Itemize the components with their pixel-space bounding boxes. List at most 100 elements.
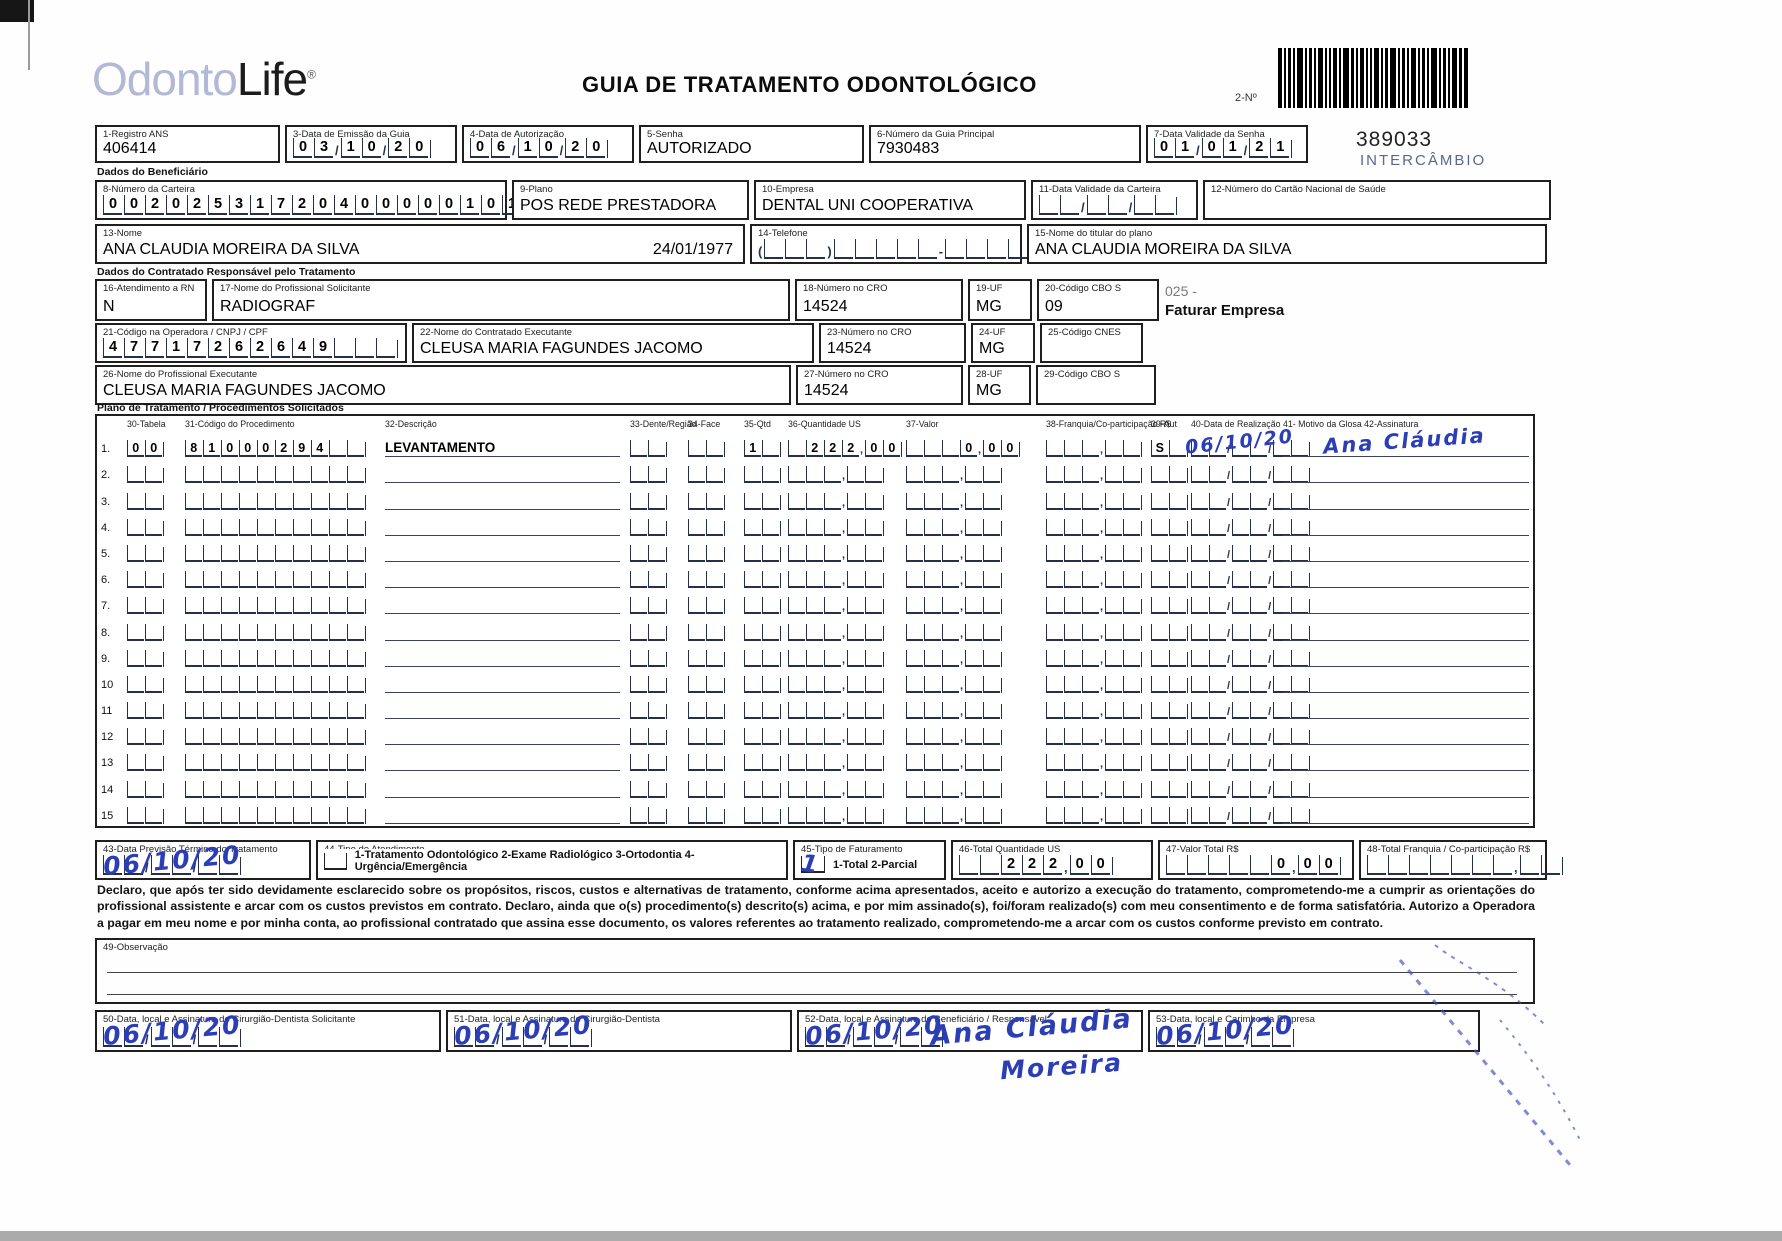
cell-face (688, 806, 744, 824)
cell-qtd (744, 702, 788, 720)
cell-valor: , (906, 806, 1046, 824)
cell-dente-regiao (630, 518, 688, 536)
field-label: 26-Nome do Profissional Executante (103, 369, 258, 380)
field-value: POS REDE PRESTADORA (520, 197, 717, 214)
field-value: 406414 (103, 140, 157, 157)
field-label: 23-Número no CRO (827, 327, 912, 338)
field-value: 09 (1045, 298, 1063, 315)
field-cro-executante: 23-Número no CRO 14524 (819, 323, 966, 363)
table-row: 7. , , , / / (101, 588, 1529, 615)
field-value: ANA CLAUDIA MOREIRA DA SILVA (1035, 241, 1292, 258)
write-line (107, 994, 1517, 995)
cell-codigo-procedimento (185, 806, 385, 824)
cell-codigo-procedimento (185, 754, 385, 772)
cell-franquia: , (1046, 702, 1151, 720)
field-validade-carteira: 11-Data Validade da Carteira / / (1031, 180, 1198, 220)
field-label: 47-Valor Total R$ (1166, 844, 1239, 855)
row-number: 12 (101, 731, 114, 744)
cell-tabela (127, 780, 185, 798)
cell-aut (1151, 806, 1191, 824)
field-assinatura-dentista-solicitante: 50-Data, local e Assinatura do Cirurgião… (95, 1010, 441, 1052)
field-label: 24-UF (979, 327, 1006, 338)
col-header: 38-Franquia/Co-participação R$ (1046, 419, 1172, 429)
cell-aut (1151, 728, 1191, 746)
cell-valor: , (906, 649, 1046, 667)
field-cbo-executante: 29-Código CBO S (1036, 365, 1156, 405)
field-label: 9-Plano (520, 184, 553, 195)
field-label: 52-Data, local e Assinatura do Beneficiá… (805, 1014, 1047, 1025)
cell-data-realizacao: / / (1191, 701, 1311, 720)
birth-date: 24/01/1977 (652, 241, 733, 258)
field-telefone: 14-Telefone ( ) - (750, 224, 1052, 264)
field-atendimento-rn: 16-Atendimento a RN N (95, 279, 207, 321)
cell-qtd (744, 754, 788, 772)
cell-franquia: , (1046, 675, 1151, 693)
cell-aut (1151, 780, 1191, 798)
cell-codigo-procedimento (185, 492, 385, 510)
field-value: DENTAL UNI COOPERATIVA (762, 197, 973, 214)
odontolife-logo: OdontoLife® (92, 52, 316, 106)
field-label: 15-Nome do titular do plano (1035, 228, 1153, 239)
cell-data-realizacao: / / (1191, 806, 1311, 824)
cell-valor: , (906, 728, 1046, 746)
row-number: 15 (101, 809, 114, 822)
cell-data-realizacao: / / (1191, 518, 1311, 536)
field-cbo-solicitante: 20-Código CBO S 09 (1037, 279, 1159, 321)
field-label: 11-Data Validade da Carteira (1039, 184, 1161, 195)
field-value: CLEUSA MARIA FAGUNDES JACOMO (420, 340, 703, 357)
field-label: 6-Número da Guia Principal (877, 129, 995, 140)
cell-face (688, 544, 744, 562)
cell-data-realizacao: / / 06/10/20 (1184, 426, 1311, 459)
field-carimbo-empresa: 53-Data, local e Carimbo da Empresa / / … (1148, 1010, 1480, 1052)
cell-dente-regiao (630, 544, 688, 562)
cell-aut (1151, 754, 1191, 772)
cell-face (688, 649, 744, 667)
field-tipo-faturamento: 45-Tipo de Faturamento 1-Total 2-Parcial… (793, 840, 946, 880)
cell-valor: , (906, 492, 1046, 510)
field-plano: 9-Plano POS REDE PRESTADORA (512, 180, 749, 220)
field-tipo-atendimento: 44-Tipo de Atendimento 1-Tratamento Odon… (316, 840, 788, 880)
col-header: 35-Qtd (744, 419, 771, 429)
cell-codigo-procedimento (185, 571, 385, 589)
options-text: 1-Tratamento Odontológico 2-Exame Radiol… (354, 849, 695, 873)
row-number: 4. (101, 521, 111, 534)
cell-qtd (744, 806, 788, 824)
cell-face (688, 702, 744, 720)
cell-codigo-procedimento (185, 728, 385, 746)
cell-quantidade-us: , (788, 675, 906, 693)
cell-assinatura (1283, 465, 1529, 484)
field-value: 14524 (827, 340, 872, 357)
cell-quantidade-us: , (788, 518, 906, 536)
cell-quantidade-us: , (788, 754, 906, 772)
comb-field: / / (1039, 195, 1190, 215)
row-number: 1. (101, 443, 111, 456)
table-header: 30-Tabela 31-Código do Procedimento 32-D… (101, 418, 1529, 431)
field-value: RADIOGRAF (220, 298, 316, 315)
cell-aut (1151, 597, 1191, 615)
cell-descricao (385, 649, 620, 667)
cell-data-realizacao: / / (1191, 492, 1311, 510)
cell-face (688, 754, 744, 772)
cell-valor: , (906, 675, 1046, 693)
row-number: 3. (101, 495, 111, 508)
cell-assinatura (1283, 518, 1529, 536)
field-label: 44-Tipo de Atendimento (324, 844, 780, 849)
field-label: 7-Data Validade da Senha (1154, 129, 1265, 138)
cell-aut (1151, 492, 1191, 510)
barcode (1278, 48, 1468, 108)
field-label: 28-UF (976, 369, 1003, 380)
cell-tabela (127, 806, 185, 824)
cell-aut (1151, 518, 1191, 536)
field-label: 17-Nome do Profissional Solicitante (220, 283, 371, 294)
cell-aut (1151, 544, 1191, 562)
cell-franquia: , (1046, 597, 1151, 615)
cell-quantidade-us: , (788, 806, 906, 824)
field-label: 22-Nome do Contratado Executante (420, 327, 573, 338)
cell-dente-regiao (630, 571, 688, 589)
cell-assinatura (1283, 727, 1529, 746)
cell-codigo-procedimento (185, 623, 385, 641)
col-header: 41- Motivo da Glosa 42-Assinatura (1283, 419, 1419, 429)
field-label: 46-Total Quantidade US (959, 844, 1061, 855)
